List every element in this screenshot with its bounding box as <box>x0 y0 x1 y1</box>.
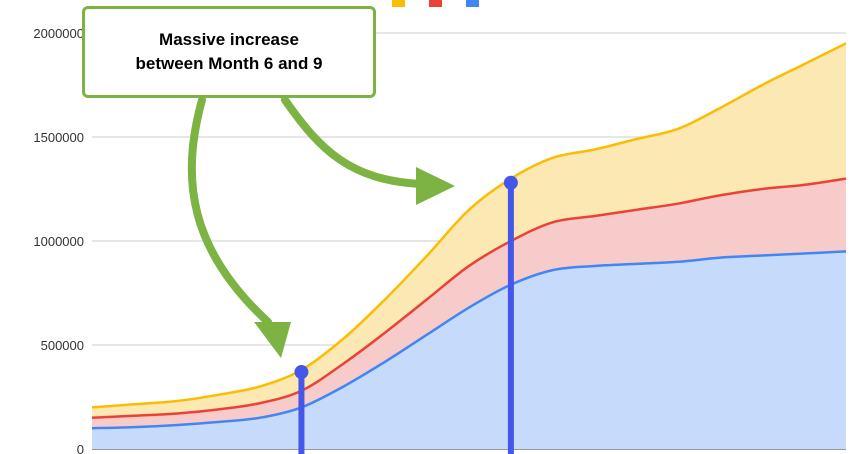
y-tick-label: 1500000 <box>33 130 84 145</box>
arrow-to-month-9 <box>281 96 424 188</box>
marker-point-2 <box>503 175 518 190</box>
annotation-line-2: between Month 6 and 9 <box>135 54 323 73</box>
y-axis-ticks: 0 500000 1000000 1500000 2000000 <box>33 26 84 454</box>
series-lines <box>91 42 847 430</box>
arrow-head-month-9 <box>416 167 455 205</box>
annotation-arrows <box>187 96 455 358</box>
series-line-2 <box>91 177 847 420</box>
y-tick-label: 0 <box>77 442 84 454</box>
y-tick-label: 500000 <box>41 338 84 353</box>
area-series-3 <box>92 43 846 418</box>
marker-point-1 <box>294 365 309 380</box>
series-line-3 <box>91 42 847 409</box>
annotation-callout: Massive increase between Month 6 and 9 <box>82 6 376 98</box>
y-tick-label: 2000000 <box>33 26 84 41</box>
arrow-head-month-6 <box>254 322 291 358</box>
legend[interactable] <box>392 0 479 7</box>
y-tick-label: 1000000 <box>33 234 84 249</box>
annotation-line-1: Massive increase <box>159 30 299 49</box>
highlight-markers <box>294 175 518 454</box>
area-series <box>92 43 846 449</box>
legend-swatch[interactable] <box>429 0 442 7</box>
area-series-2 <box>92 178 846 429</box>
series-line-1 <box>91 250 847 430</box>
legend-swatch[interactable] <box>466 0 479 7</box>
arrow-to-month-6 <box>187 96 272 326</box>
area-series-1 <box>92 251 846 449</box>
legend-swatch[interactable] <box>392 0 405 7</box>
